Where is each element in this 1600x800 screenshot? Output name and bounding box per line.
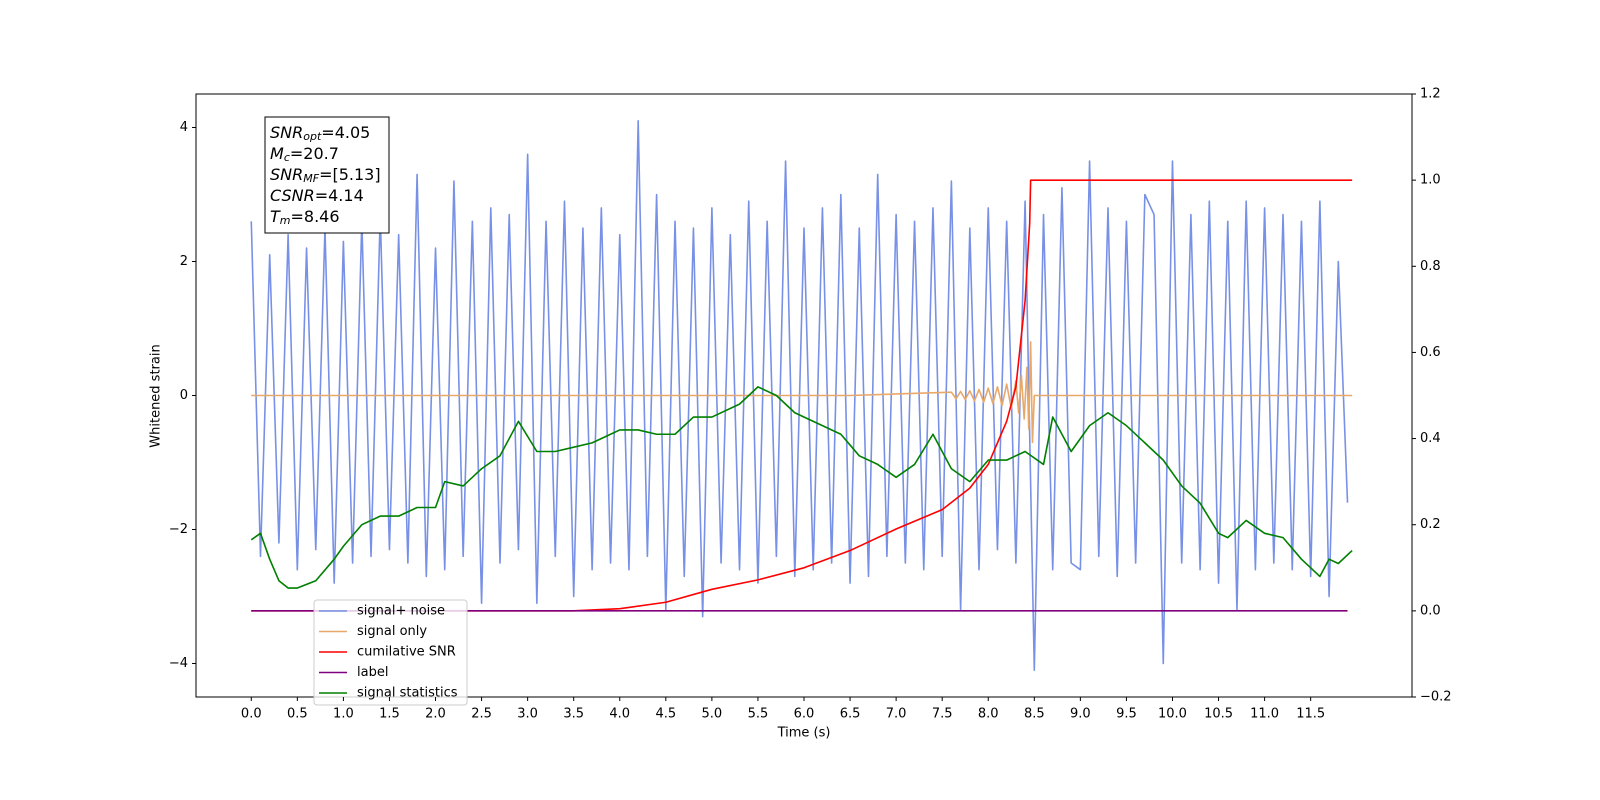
annotation-symbol: SNR: [270, 165, 303, 184]
legend-label: signal+ noise: [357, 604, 445, 619]
x-tick-label: 8.5: [1024, 707, 1045, 722]
series-line: [250, 386, 1353, 589]
x-tick-label: 3.5: [563, 707, 584, 722]
annotation-frame: [264, 116, 390, 234]
y-tick-label: 4: [180, 120, 188, 135]
annotation-line: SNRopt=4.05: [270, 123, 370, 144]
x-tick-label: 0.5: [287, 707, 308, 722]
x-tick-label: 9.5: [1116, 707, 1137, 722]
annotation-line: Tm=8.46: [270, 207, 340, 228]
series-line: [250, 120, 1349, 671]
x-tick-label: 4.5: [655, 707, 676, 722]
annotation-subscript: opt: [303, 130, 322, 143]
annotation-line: SNRMF=[5.13]: [270, 165, 381, 186]
y-tick-label: −4: [169, 656, 188, 671]
legend-frame: [313, 599, 468, 706]
x-tick-label: 11.5: [1296, 707, 1325, 722]
x-tick-label: 1.5: [379, 707, 400, 722]
legend-label: label: [357, 665, 388, 680]
y-tick-label: −2: [169, 522, 188, 537]
y2-tick-label: 0.4: [1420, 431, 1441, 446]
y2-tick-label: 0.6: [1420, 345, 1441, 360]
series-line: [251, 179, 1353, 612]
legend-label: signal only: [357, 624, 427, 639]
y2-tick-label: −0.2: [1420, 690, 1452, 705]
legend-label: cumilative SNR: [357, 645, 456, 660]
x-tick-label: 10.0: [1158, 707, 1187, 722]
annotation-symbol: T: [270, 207, 281, 226]
x-tick-label: 10.5: [1204, 707, 1233, 722]
y2-tick-label: 0.2: [1420, 517, 1441, 532]
x-tick-label: 6.5: [840, 707, 861, 722]
y-tick-label: 0: [180, 388, 188, 403]
x-tick-label: 6.0: [794, 707, 815, 722]
x-tick-label: 0.0: [241, 707, 262, 722]
x-tick-label: 11.0: [1250, 707, 1279, 722]
annotation-symbol: SNR: [270, 123, 303, 142]
annotation-line: Mc=20.7: [270, 144, 339, 165]
x-tick-label: 8.0: [978, 707, 999, 722]
x-tick-label: 7.0: [886, 707, 907, 722]
legend-label: signal statistics: [357, 686, 458, 701]
y-axis-label: Whitened strain: [149, 344, 164, 447]
y2-tick-label: 1.0: [1420, 173, 1441, 188]
annotation-value: =4.05: [321, 123, 370, 142]
x-tick-label: 1.0: [333, 707, 354, 722]
x-axis-label: Time (s): [777, 726, 831, 741]
annotation-subscript: m: [280, 214, 291, 227]
y2-tick-label: 1.2: [1420, 87, 1441, 102]
x-tick-label: 5.5: [748, 707, 769, 722]
y-tick-label: 2: [180, 254, 188, 269]
x-tick-label: 9.0: [1070, 707, 1091, 722]
x-tick-label: 2.0: [425, 707, 446, 722]
annotation-symbol: M: [270, 144, 284, 163]
annotation-value: =8.46: [291, 207, 340, 226]
legend: signal+ noise signal only cumilative SNR la…: [313, 599, 468, 706]
y2-tick-label: 0.8: [1420, 259, 1441, 274]
x-tick-label: 3.0: [517, 707, 538, 722]
x-tick-label: 7.5: [932, 707, 953, 722]
series-line: [251, 341, 1353, 444]
annotation-subscript: MF: [303, 172, 319, 185]
annotation-symbol: CSNR: [270, 186, 315, 205]
x-tick-label: 5.0: [702, 707, 723, 722]
x-tick-label: 2.5: [471, 707, 492, 722]
y2-tick-label: 0.0: [1420, 603, 1441, 618]
annotation-line: CSNR=4.14: [270, 186, 364, 205]
annotation-subscript: c: [284, 151, 290, 164]
annotation-value: =4.14: [315, 186, 364, 205]
annotation-box: SNRopt=4.05Mc=20.7SNRMF=[5.13]CSNR=4.14T…: [264, 116, 390, 234]
annotation-value: =[5.13]: [319, 165, 381, 184]
annotation-value: =20.7: [290, 144, 339, 163]
x-tick-label: 4.0: [609, 707, 630, 722]
